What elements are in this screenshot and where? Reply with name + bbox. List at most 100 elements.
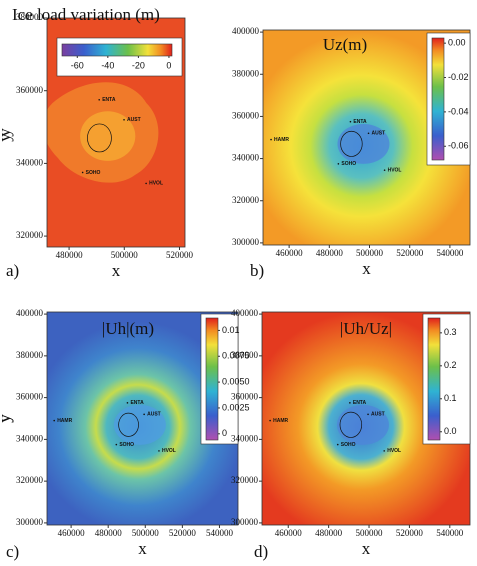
station-dot bbox=[349, 402, 351, 404]
colorbar-tick-label: 0 bbox=[222, 428, 227, 438]
station-label: HAMR bbox=[273, 418, 288, 424]
ice-core bbox=[80, 111, 136, 161]
x-tick-label: 500000 bbox=[356, 528, 384, 538]
x-tick-label: 520000 bbox=[396, 248, 424, 258]
station-dot bbox=[115, 443, 118, 446]
y-tick-label: 340000 bbox=[232, 153, 260, 163]
station-dot bbox=[337, 163, 340, 165]
y-axis-label: y bbox=[0, 128, 14, 137]
station-dot bbox=[367, 132, 370, 135]
station-label: HAMR bbox=[274, 137, 289, 143]
field-core bbox=[113, 404, 166, 445]
x-axis-label: x bbox=[362, 539, 371, 558]
x-tick-label: 540000 bbox=[436, 528, 464, 538]
panel-title: |Uh|(m) bbox=[102, 319, 154, 338]
station-label: HVOL bbox=[149, 181, 163, 187]
panel-label: c) bbox=[6, 542, 19, 561]
x-tick-label: 460000 bbox=[276, 248, 304, 258]
colorbar-tick-label: 0.0075 bbox=[222, 351, 250, 361]
station-dot bbox=[349, 120, 352, 123]
station-label: SOHO bbox=[341, 442, 356, 448]
x-tick-label: 480000 bbox=[315, 528, 343, 538]
station-label: HVOL bbox=[162, 448, 176, 454]
colorbar-tick-label: 0.01 bbox=[222, 325, 240, 335]
panel-label: d) bbox=[254, 542, 268, 561]
colorbar bbox=[427, 317, 441, 441]
x-tick-label: 520000 bbox=[166, 250, 194, 260]
station-dot bbox=[270, 138, 272, 141]
station-dot bbox=[98, 98, 100, 101]
y-tick-label: 360000 bbox=[16, 85, 44, 95]
y-tick-label: 320000 bbox=[16, 475, 44, 485]
y-tick-label: 400000 bbox=[16, 308, 44, 318]
colorbar bbox=[431, 37, 445, 161]
y-tick-label: 320000 bbox=[16, 230, 44, 240]
x-tick-label: 520000 bbox=[396, 528, 424, 538]
station-label: HVOL bbox=[388, 167, 402, 173]
y-tick-label: 360000 bbox=[232, 110, 260, 120]
field-core bbox=[336, 404, 389, 445]
colorbar-tick-label: 0.3 bbox=[444, 327, 457, 337]
colorbar bbox=[205, 317, 219, 441]
station-label: HVOL bbox=[387, 448, 401, 454]
y-tick-label: 380000 bbox=[232, 68, 260, 78]
station-label: AUST bbox=[372, 131, 386, 137]
colorbar-tick-label: 0.2 bbox=[444, 360, 457, 370]
station-dot bbox=[383, 450, 386, 452]
colorbar-tick-label: -40 bbox=[101, 60, 114, 70]
x-tick-label: 480000 bbox=[316, 248, 344, 258]
x-tick-label: 480000 bbox=[56, 250, 84, 260]
station-dot bbox=[81, 171, 84, 174]
y-tick-label: 400000 bbox=[232, 26, 260, 36]
y-tick-label: 380000 bbox=[16, 350, 44, 360]
station-label: SOHO bbox=[119, 442, 134, 448]
colorbar-tick-label: -60 bbox=[71, 60, 84, 70]
x-tick-label: 540000 bbox=[206, 528, 234, 538]
x-tick-label: 540000 bbox=[436, 248, 464, 258]
y-tick-label: 380000 bbox=[231, 350, 259, 360]
panel-title: Ice load variation (m) bbox=[12, 5, 160, 24]
station-label: ENTA bbox=[130, 400, 144, 406]
station-label: ENTA bbox=[353, 400, 367, 406]
station-dot bbox=[123, 118, 125, 121]
station-label: HAMR bbox=[57, 418, 72, 424]
station-dot bbox=[336, 443, 339, 446]
y-tick-label: 360000 bbox=[231, 392, 259, 402]
y-tick-label: 300000 bbox=[231, 517, 259, 527]
y-axis-label: y bbox=[0, 414, 14, 423]
y-tick-label: 300000 bbox=[232, 237, 260, 247]
colorbar-tick-label: 0 bbox=[166, 60, 171, 70]
glacier-outline bbox=[340, 130, 363, 157]
station-label: SOHO bbox=[86, 170, 101, 176]
station-dot bbox=[269, 419, 271, 422]
colorbar-tick-label: 0.0025 bbox=[222, 402, 250, 412]
colorbar-tick-label: 0.0050 bbox=[222, 376, 250, 386]
station-dot bbox=[143, 413, 145, 416]
y-tick-label: 320000 bbox=[231, 475, 259, 485]
station-label: ENTA bbox=[353, 119, 367, 125]
station-dot bbox=[367, 413, 369, 416]
x-tick-label: 460000 bbox=[275, 528, 303, 538]
y-tick-label: 340000 bbox=[16, 157, 44, 167]
colorbar bbox=[61, 43, 173, 57]
station-dot bbox=[158, 450, 160, 452]
colorbar-tick-label: 0.00 bbox=[448, 38, 466, 48]
y-tick-label: 340000 bbox=[16, 433, 44, 443]
station-dot bbox=[53, 419, 55, 422]
x-tick-label: 520000 bbox=[169, 528, 197, 538]
field-core bbox=[337, 123, 390, 164]
colorbar-tick-label: -0.02 bbox=[448, 72, 469, 82]
colorbar-tick-label: 0.0 bbox=[444, 426, 457, 436]
glacier-outline bbox=[118, 412, 139, 437]
x-tick-label: 500000 bbox=[132, 528, 160, 538]
panel-label: b) bbox=[250, 261, 264, 280]
y-tick-label: 340000 bbox=[231, 433, 259, 443]
station-label: AUST bbox=[371, 412, 385, 418]
glacier-outline bbox=[339, 411, 363, 438]
plot-frame bbox=[46, 17, 186, 248]
station-label: AUST bbox=[147, 412, 161, 418]
station-label: AUST bbox=[127, 117, 141, 123]
y-tick-label: 400000 bbox=[231, 308, 259, 318]
y-tick-label: 300000 bbox=[16, 517, 44, 527]
